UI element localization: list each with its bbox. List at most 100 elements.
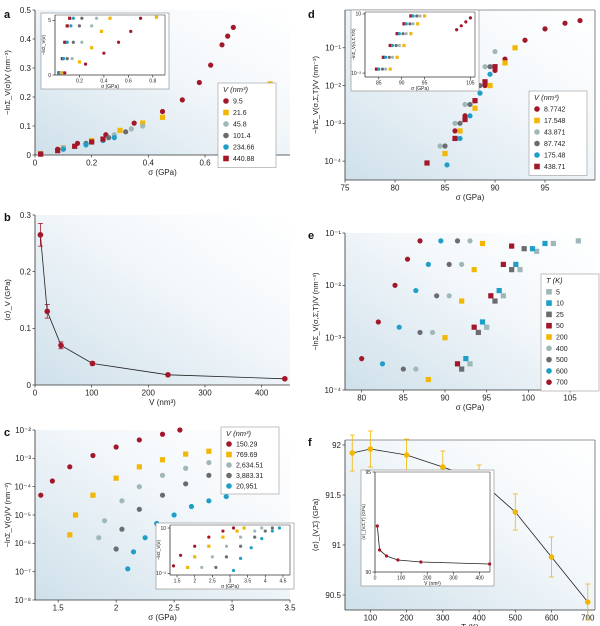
series-5 — [63, 16, 143, 75]
series-3 — [454, 243, 515, 367]
series-2 — [200, 526, 264, 570]
data-point — [415, 14, 419, 18]
inset-y-axis-label: −lnΣ_V(σ) — [156, 539, 161, 560]
y-axis-label: −lnΣ_V(σ)/V (nm⁻³) — [3, 50, 12, 115]
data-point — [446, 261, 452, 267]
data-point — [44, 308, 51, 315]
y-tick-label: 10⁻² — [15, 426, 31, 435]
data-point — [359, 356, 365, 362]
data-point — [397, 32, 401, 36]
series-2 — [96, 457, 235, 541]
data-point — [401, 32, 405, 36]
data-point — [425, 376, 431, 383]
panel-label: f — [308, 437, 312, 449]
legend: T (K) 5 10 25 50 200 400 500 600 700 — [540, 273, 600, 392]
series-4 — [60, 15, 159, 75]
y-axis-label: −lnΣ_V(σ,Σ̇,T)/V (nm⁻³) — [311, 272, 320, 351]
data-point — [377, 548, 382, 552]
y-tick-label: 0.1 — [20, 122, 32, 131]
legend-label: 9.5 — [233, 99, 243, 106]
data-point — [467, 113, 473, 119]
legend-marker — [534, 129, 540, 135]
data-point — [400, 366, 406, 372]
series-4 — [425, 240, 486, 383]
data-point — [509, 243, 515, 249]
data-point — [584, 599, 591, 605]
data-point — [224, 555, 229, 559]
data-point — [482, 79, 488, 85]
y-axis-label: −lnΣ_V(σ)/V (nm⁻³) — [3, 482, 12, 547]
inset-panel: 0.2 0.4 0.6 0.8 0 5 σ (GPa) −lnΣ_V(σ) — [40, 12, 170, 90]
series-1 — [442, 45, 518, 157]
data-point — [206, 498, 212, 504]
x-tick-label: 400 — [475, 576, 484, 582]
data-point — [253, 529, 257, 533]
data-point — [89, 139, 95, 145]
data-point — [488, 293, 494, 299]
data-point — [223, 493, 229, 500]
data-point — [177, 427, 183, 433]
panel-label: a — [4, 9, 11, 21]
data-point — [106, 135, 112, 141]
y-tick-label: 10⁻⁵ — [15, 511, 31, 520]
data-point — [270, 526, 274, 530]
legend-marker — [546, 345, 552, 352]
legend-marker — [223, 155, 229, 162]
data-point — [206, 472, 212, 478]
data-point — [77, 24, 82, 28]
data-point — [119, 498, 125, 504]
data-point — [72, 143, 78, 149]
data-point — [438, 238, 444, 244]
series-4 — [231, 526, 282, 573]
x-tick-label: 0.2 — [86, 159, 98, 168]
data-point — [131, 120, 137, 126]
legend-marker — [534, 163, 540, 170]
legend-label: 17.548 — [544, 118, 566, 125]
y-tick-label: 10 — [160, 526, 166, 532]
inset-x-axis-label: σ (GPa) — [411, 86, 429, 92]
legend-label: 10 — [556, 301, 564, 308]
data-point — [58, 342, 64, 349]
legend-marker — [546, 311, 552, 318]
y-tick-label: 90.5 — [325, 591, 341, 600]
inset-y-axis-label: ⟨σ⟩_{V,Σ̇,T} (GPa) — [361, 504, 366, 540]
data-point — [577, 17, 583, 24]
data-point — [83, 142, 89, 148]
data-point — [479, 240, 486, 247]
panel-b: b 0 100 200 300 400 0 0.1 0.2 0.3 V (nm³) ⟨σ⟩_V (GP… — [3, 211, 290, 407]
panel-label: c — [4, 427, 10, 439]
data-point — [472, 98, 478, 104]
legend-title: V (nm³) — [226, 429, 252, 438]
data-point — [83, 62, 88, 66]
inset-y-axis-label: −lnΣ_V(σ) — [41, 34, 46, 55]
inset-y-axis-label: −lnΣ_V(σ,Σ̇,T/0) — [351, 28, 356, 60]
x-axis-label: σ (GPa) — [148, 168, 177, 177]
x-tick-label: 95 — [422, 81, 428, 87]
data-point — [123, 129, 129, 135]
legend-label: 8.7742 — [544, 107, 566, 114]
data-point — [116, 40, 121, 44]
x-axis-label: σ (GPa) — [456, 403, 485, 412]
data-point — [242, 526, 246, 530]
data-point — [429, 329, 436, 336]
y-tick-label: 10⁻² — [325, 81, 341, 90]
legend-marker — [226, 483, 232, 489]
x-tick-label: 300 — [198, 389, 212, 398]
series-2 — [459, 246, 527, 372]
y-axis-label: ⟨σ⟩_V (GPa) — [3, 279, 12, 321]
y-tick-label: 10⁻¹ — [325, 44, 341, 53]
x-tick-label: 4.5 — [279, 579, 286, 585]
y-axis-label: −lnΣ_V(σ,Σ̇,T)/V (nm⁻³) — [311, 55, 320, 134]
series-4 — [125, 493, 229, 572]
data-point — [154, 15, 159, 19]
legend-label: 21.6 — [233, 110, 247, 117]
data-point — [397, 43, 401, 48]
x-tick-label: 100 — [85, 389, 99, 398]
data-point — [38, 492, 44, 498]
data-point — [238, 544, 243, 548]
data-point — [130, 549, 137, 555]
x-tick-label: 1.5 — [174, 579, 181, 585]
legend: V (nm³) 150.29 769.69 2,634.51 3,883.31 20,95… — [220, 426, 280, 495]
data-point — [403, 452, 410, 458]
x-tick-label: 75 — [341, 184, 350, 193]
